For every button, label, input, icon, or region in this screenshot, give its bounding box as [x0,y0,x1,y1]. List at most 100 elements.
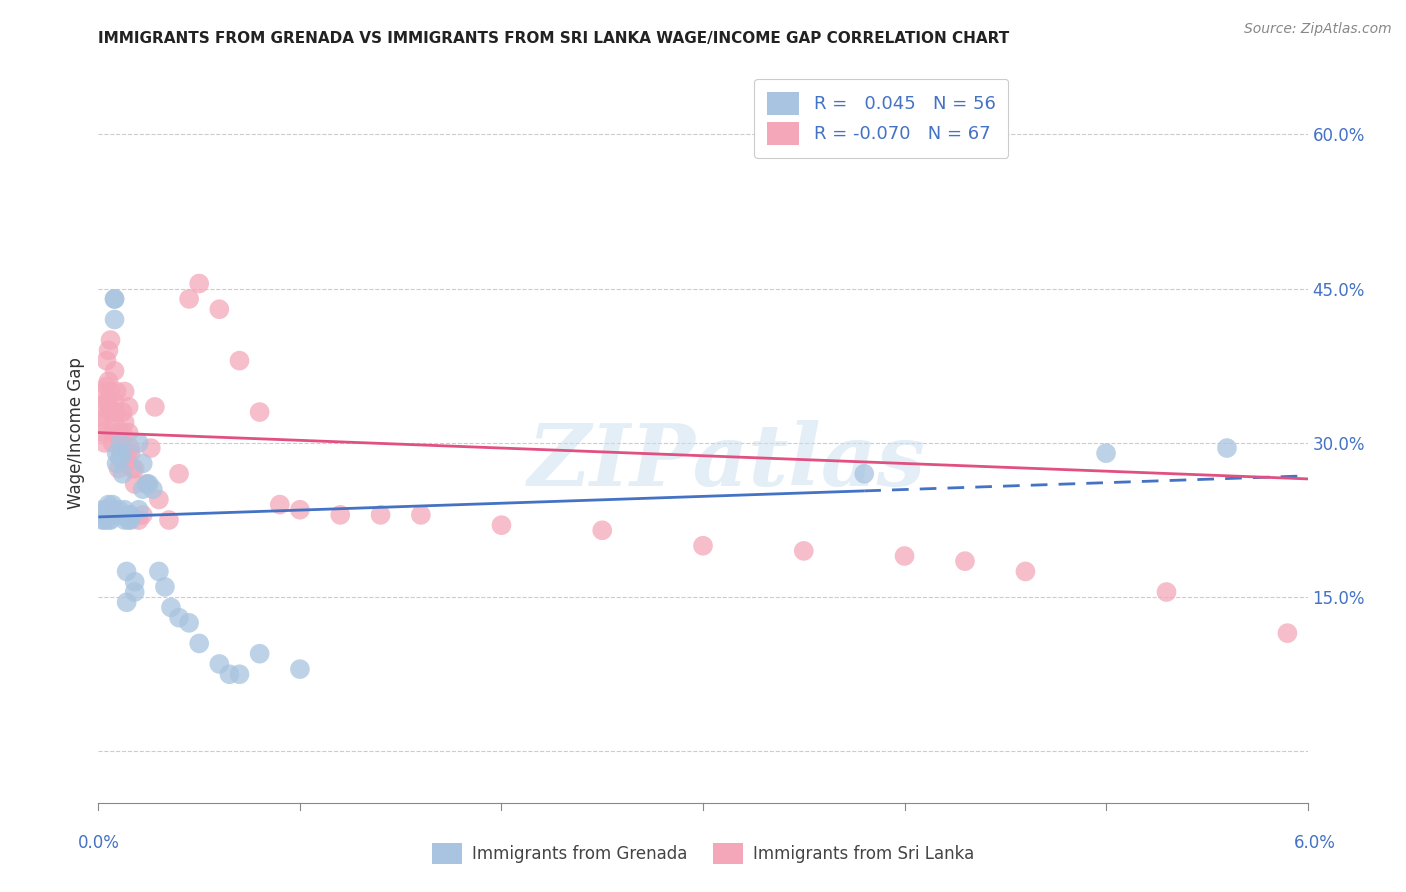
Point [100,384,122,399]
Point [120,446,142,460]
Point [96,379,118,393]
Point [288,502,311,516]
Point [111,446,134,460]
Point [118,508,141,522]
Point [208,657,231,671]
Point [107,425,129,440]
Point [893,549,915,563]
Point [167,611,190,625]
Point [118,513,141,527]
Point [692,539,714,553]
Point [96,508,118,522]
Point [103,394,125,409]
Legend: R =   0.045   N = 56, R = -0.070   N = 67: R = 0.045 N = 56, R = -0.070 N = 67 [754,78,1008,158]
Point [288,662,311,676]
Point [111,425,134,440]
Point [101,425,124,440]
Point [124,477,146,491]
Point [143,400,166,414]
Point [115,595,138,609]
Point [100,513,122,527]
Point [139,441,162,455]
Point [491,518,513,533]
Point [115,457,138,471]
Point [208,302,231,317]
Point [93,410,115,425]
Point [114,415,136,429]
Point [793,544,815,558]
Point [107,461,129,475]
Point [124,461,146,475]
Text: ZIPatlas: ZIPatlas [529,420,927,504]
Point [124,574,146,589]
Point [153,580,176,594]
Point [91,425,114,440]
Point [120,508,142,522]
Point [100,508,122,522]
Point [114,513,136,527]
Point [91,502,114,516]
Point [135,477,157,491]
Point [591,524,613,538]
Text: 6.0%: 6.0% [1294,834,1336,852]
Point [103,292,125,306]
Point [1095,446,1118,460]
Text: IMMIGRANTS FROM GRENADA VS IMMIGRANTS FROM SRI LANKA WAGE/INCOME GAP CORRELATION: IMMIGRANTS FROM GRENADA VS IMMIGRANTS FR… [98,31,1010,46]
Point [269,498,291,512]
Point [107,508,129,522]
Point [118,400,141,414]
Point [93,508,115,522]
Point [110,446,132,460]
Point [101,502,124,516]
Point [91,513,114,527]
Point [93,436,115,450]
Point [132,482,155,496]
Point [101,405,124,419]
Point [96,502,118,516]
Point [105,446,128,460]
Point [249,405,271,419]
Point [115,565,138,579]
Point [93,384,115,399]
Point [148,492,170,507]
Point [138,477,160,491]
Point [107,502,129,516]
Point [101,508,124,522]
Point [100,405,122,419]
Point [148,565,170,579]
Point [1156,585,1178,599]
Point [132,508,155,522]
Legend: Immigrants from Grenada, Immigrants from Sri Lanka: Immigrants from Grenada, Immigrants from… [426,837,980,871]
Text: 0.0%: 0.0% [77,834,120,852]
Point [100,333,122,347]
Point [103,415,125,429]
Point [101,498,124,512]
Point [228,353,250,368]
Point [124,585,146,599]
Point [111,405,134,419]
Point [853,467,876,481]
Point [370,508,392,522]
Point [97,502,120,516]
Point [91,400,114,414]
Point [142,482,165,496]
Point [93,513,115,527]
Point [103,312,125,326]
Point [105,457,128,471]
Point [111,467,134,481]
Point [103,364,125,378]
Point [1277,626,1299,640]
Point [110,436,132,450]
Point [114,384,136,399]
Point [167,467,190,481]
Point [118,425,141,440]
Point [132,457,155,471]
Point [97,394,120,409]
Point [188,636,211,650]
Point [157,513,180,527]
Point [101,436,124,450]
Point [329,508,352,522]
Point [115,446,138,460]
Point [188,277,211,291]
Point [96,353,118,368]
